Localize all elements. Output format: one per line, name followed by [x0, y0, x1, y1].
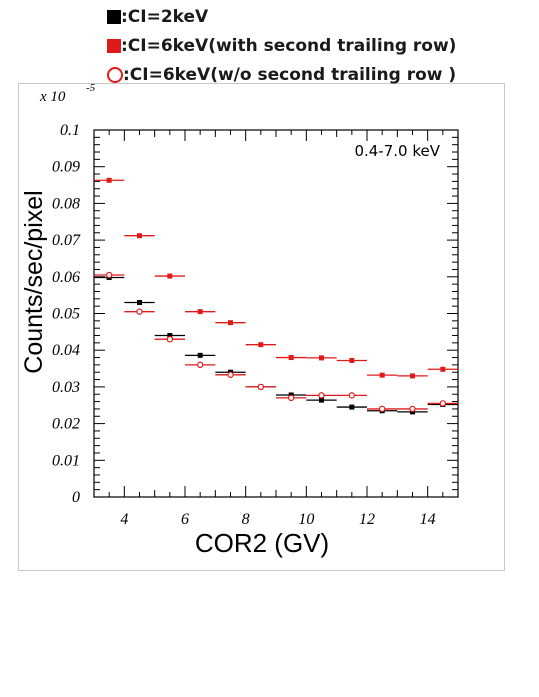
- y-tick-label: 0.08: [52, 195, 80, 212]
- data-point-square: [137, 233, 142, 239]
- x-tick-label: 14: [420, 511, 436, 528]
- y-tick-label: 0.02: [52, 416, 80, 433]
- data-point-square: [167, 273, 173, 279]
- data-point-open-circle: [439, 400, 447, 407]
- x-tick-label: 4: [120, 511, 128, 528]
- data-point-square: [258, 342, 264, 348]
- data-point-open-circle: [409, 405, 416, 413]
- y-tick-label: 0.04: [52, 342, 80, 359]
- data-point-open-circle: [257, 383, 265, 391]
- y-tick-label: 0.01: [52, 452, 80, 469]
- data-point-square: [440, 366, 446, 372]
- y-scale-exponent: -5: [86, 82, 96, 94]
- y-tick-label: 0.07: [52, 232, 81, 249]
- series-3: [94, 271, 458, 413]
- legend-item-ci-6kev-with: :CI=6keV(with second trailing row): [107, 33, 456, 59]
- y-tick-label: 0: [72, 489, 80, 506]
- data-point-square: [228, 320, 233, 326]
- y-scale-label: x 10: [39, 89, 66, 105]
- y-tick-label: 0.1: [60, 122, 80, 139]
- data-point-square: [106, 177, 112, 183]
- data-point-open-circle: [196, 361, 204, 369]
- data-point-open-circle: [166, 335, 174, 343]
- energy-range-annotation: 0.4-7.0 keV: [354, 142, 440, 160]
- legend-label: :CI=6keV(w/o second trailing row ): [123, 65, 457, 85]
- data-point-square: [197, 352, 203, 358]
- y-axis-label: Counts/sec/pixel: [20, 190, 48, 373]
- legend-marker-red-square: [107, 39, 121, 53]
- data-point-square: [410, 373, 415, 379]
- y-tick-label: 0.05: [52, 306, 80, 323]
- data-point-square: [288, 355, 294, 361]
- data-point-open-circle: [227, 371, 234, 378]
- legend-marker-red-open-circle: [107, 67, 123, 83]
- x-axis-label: COR2 (GV): [195, 528, 329, 558]
- legend-item-ci-2kev: :CI=2keV: [107, 4, 208, 30]
- legend-label: :CI=6keV(with second trailing row): [121, 36, 457, 56]
- data-point-square: [319, 355, 324, 361]
- x-tick-label: 8: [242, 511, 250, 528]
- data-point-open-circle: [348, 392, 356, 399]
- data-marks: [94, 177, 458, 415]
- y-tick-label: 0.06: [52, 269, 80, 286]
- data-point-square: [349, 404, 355, 410]
- legend-item-ci-6kev-without: :CI=6keV(w/o second trailing row ): [107, 62, 456, 88]
- data-point-open-circle: [378, 405, 386, 413]
- data-point-open-circle: [318, 392, 325, 399]
- x-tick-label: 12: [359, 511, 375, 528]
- y-tick-label: 0.03: [52, 379, 80, 396]
- legend-marker-black-square: [107, 10, 121, 24]
- legend-label: :CI=2keV: [121, 7, 209, 27]
- data-point-square: [379, 372, 385, 378]
- axes: 0 0.01 0.02 0.03 0.04 0.05 0.06 0.07 0.08 0.09 0.1…: [52, 122, 459, 528]
- data-point-square: [197, 309, 203, 315]
- plot-area-border: [93, 129, 459, 498]
- series-2: [94, 177, 458, 379]
- data-point-open-circle: [287, 394, 295, 402]
- data-point-square: [137, 299, 142, 305]
- x-tick-label: 10: [298, 511, 314, 528]
- data-point-square: [319, 397, 324, 403]
- x-tick-label: 6: [181, 511, 189, 528]
- data-point-open-circle: [136, 308, 143, 315]
- data-point-open-circle: [105, 271, 113, 279]
- data-point-square: [349, 357, 355, 363]
- data-point-square: [167, 333, 173, 339]
- y-tick-label: 0.09: [52, 159, 80, 176]
- figure-frame: [18, 83, 505, 571]
